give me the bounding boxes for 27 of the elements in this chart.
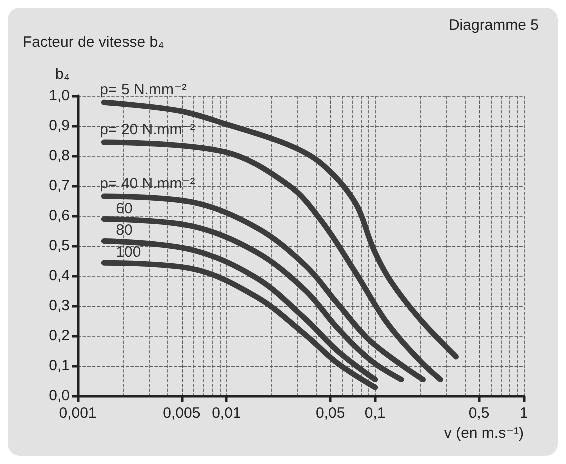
- y-tick-label: 0,7: [49, 178, 70, 194]
- y-tick-label: 0,8: [49, 148, 70, 164]
- series-label: 100: [116, 244, 142, 262]
- series-label: p= 20 N.mm⁻²: [100, 122, 196, 138]
- y-tick-label: 1,0: [49, 88, 70, 104]
- y-axis-title: b₄: [56, 66, 70, 83]
- x-tick-label: 0,1: [364, 405, 386, 422]
- y-tick-label: 0,0: [49, 388, 70, 404]
- y-tick-label: 0,2: [49, 328, 70, 344]
- x-tick-label: 0,5: [468, 405, 490, 422]
- x-tick-label: 0,005: [163, 405, 201, 422]
- chart-title: Facteur de vitesse b₄: [23, 34, 164, 51]
- y-tick-label: 0,1: [49, 358, 70, 374]
- y-tick-label: 0,9: [49, 118, 70, 134]
- x-tick-label: 0,001: [59, 405, 97, 422]
- x-tick-label: 0,05: [316, 405, 346, 422]
- y-tick-label: 0,3: [49, 298, 70, 314]
- y-tick-label: 0,4: [49, 268, 70, 284]
- x-tick-label: 0,01: [212, 405, 242, 422]
- series-label: 80: [116, 222, 133, 240]
- series-label: 60: [116, 200, 133, 218]
- y-tick-label: 0,5: [49, 238, 70, 254]
- x-tick-label: 1: [520, 405, 528, 422]
- text: Diagramme 5: [448, 17, 539, 34]
- y-tick-label: 0,6: [49, 208, 70, 224]
- series-label: p= 5 N.mm⁻²: [100, 82, 187, 99]
- x-axis-title: v (en m.s⁻¹): [444, 425, 524, 442]
